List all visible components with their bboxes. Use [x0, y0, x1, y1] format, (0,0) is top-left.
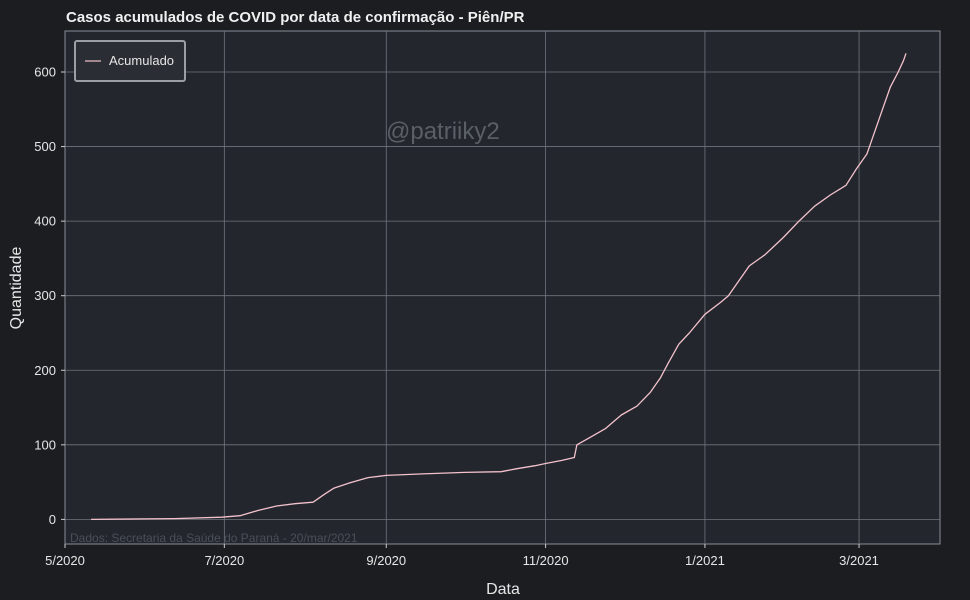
source-note: Dados: Secretaria da Saúde do Paraná - 2… [70, 531, 358, 545]
plot-area [64, 30, 941, 545]
x-tick-label: 5/2020 [45, 553, 85, 568]
y-tick-label: 100 [34, 437, 56, 452]
ticks: 5/2020 7/2020 9/2020 11/2020 1/2021 3/2021 0 10… [34, 65, 879, 568]
y-tick-label: 600 [34, 65, 56, 80]
x-tick-label: 3/2021 [839, 553, 879, 568]
y-axis-label: Quantidade [8, 247, 25, 330]
x-axis-label: Data [486, 581, 520, 598]
legend: Acumulado [74, 40, 186, 82]
legend-label: Acumulado [109, 53, 174, 68]
y-tick-label: 300 [34, 288, 56, 303]
grid [65, 31, 940, 544]
watermark: @patriiky2 [386, 118, 500, 145]
x-tick-label: 7/2020 [204, 553, 244, 568]
y-tick-label: 200 [34, 363, 56, 378]
y-tick-label: 0 [49, 512, 56, 527]
y-tick-label: 500 [34, 139, 56, 154]
chart-title: Casos acumulados de COVID por data de co… [66, 9, 525, 26]
legend-box [74, 40, 186, 82]
x-tick-label: 9/2020 [366, 553, 406, 568]
series-group [91, 53, 907, 521]
x-tick-label: 11/2020 [523, 553, 569, 568]
x-tick-label: 1/2021 [685, 553, 725, 568]
y-tick-label: 400 [34, 214, 56, 229]
series-line-acumulado [91, 53, 907, 521]
